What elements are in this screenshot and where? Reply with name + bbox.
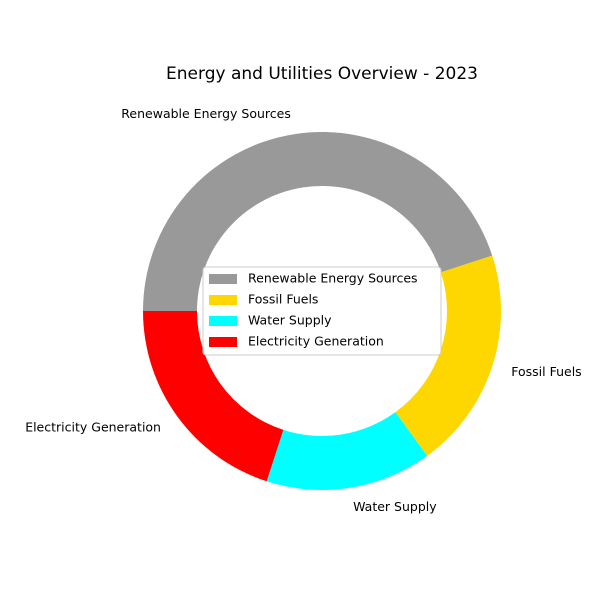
chart-title: Energy and Utilities Overview - 2023 (166, 64, 478, 84)
legend-swatch-water-supply (209, 316, 237, 326)
legend-frame (202, 266, 442, 356)
legend-label-renewable-energy-sources: Renewable Energy Sources (248, 271, 418, 286)
slice-labels: Renewable Energy Sources Fossil Fuels Wate… (25, 106, 582, 514)
legend-swatch-electricity-generation (209, 337, 237, 347)
legend-label-fossil-fuels: Fossil Fuels (248, 292, 318, 307)
slice-renewable-energy-sources (143, 132, 493, 311)
slice-label-water-supply: Water Supply (353, 499, 437, 514)
slice-label-fossil-fuels: Fossil Fuels (511, 364, 581, 379)
slice-label-electricity-generation: Electricity Generation (25, 419, 161, 434)
slice-water-supply (266, 412, 428, 490)
legend: Renewable Energy Sources Fossil Fuels Wate… (202, 266, 442, 356)
legend-swatch-renewable-energy-sources (209, 274, 237, 284)
donut-slices (143, 132, 501, 490)
legend-label-water-supply: Water Supply (248, 313, 332, 328)
slice-electricity-generation (143, 311, 284, 482)
slice-label-renewable-energy-sources: Renewable Energy Sources (121, 106, 291, 121)
slice-fossil-fuels (395, 255, 501, 456)
legend-label-electricity-generation: Electricity Generation (248, 334, 384, 349)
legend-swatch-fossil-fuels (209, 295, 237, 305)
